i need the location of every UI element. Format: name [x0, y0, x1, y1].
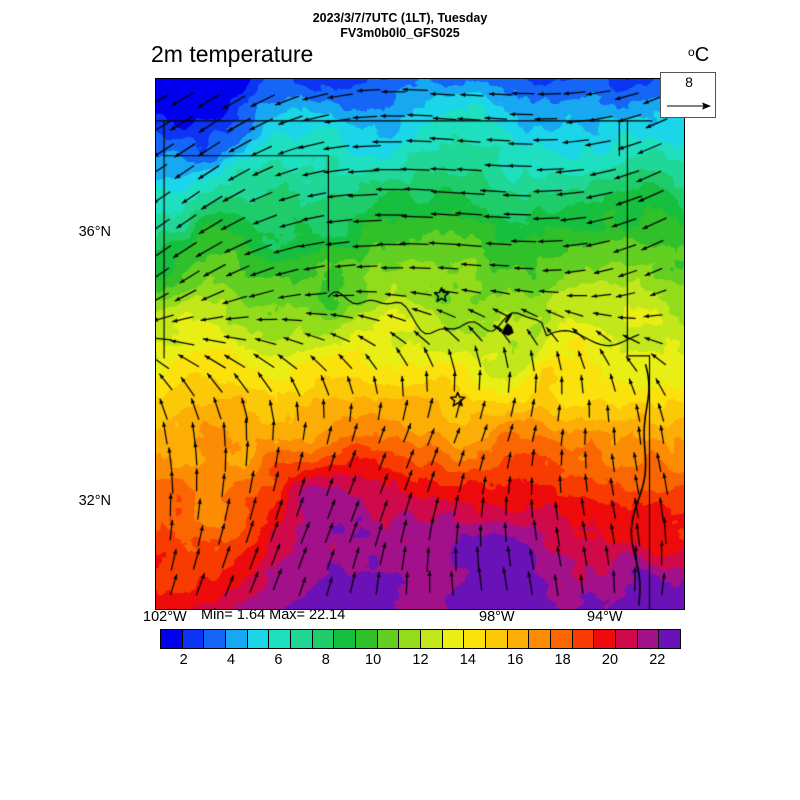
- lon-label-98w: 98°W: [479, 609, 515, 625]
- lat-label-36n: 36°N: [78, 224, 111, 240]
- colorbar-swatch: [334, 630, 357, 648]
- wind-reference-arrow-icon: [667, 102, 711, 110]
- colorbar-swatch: [204, 630, 227, 648]
- colorbar-tick-label: 8: [321, 652, 330, 668]
- colorbar-swatch: [291, 630, 313, 648]
- lat-label-32n: 32°N: [78, 493, 111, 509]
- lon-label-94w: 94°W: [587, 609, 623, 625]
- wind-reference-legend: 8: [660, 72, 716, 118]
- chart-title-block: 2023/3/7/7UTC (1LT), Tuesday FV3m0b0l0_G…: [0, 11, 800, 40]
- colorbar-tick-label: 14: [459, 652, 476, 668]
- colorbar-swatch: [572, 630, 595, 648]
- colorbar-tick-label: 16: [507, 652, 524, 668]
- colorbar-swatch: [312, 630, 335, 648]
- colorbar-tick-label: 2: [179, 652, 188, 668]
- colorbar-swatch: [637, 630, 660, 648]
- colorbar-tick-label: 4: [226, 652, 236, 668]
- title-datetime: 2023/3/7/7UTC (1LT), Tuesday: [312, 11, 488, 25]
- colorbar-tick-label: 18: [554, 652, 571, 668]
- wind-reference-value: 8: [685, 74, 693, 90]
- colorbar-swatch: [399, 630, 422, 648]
- colorbar-swatch: [442, 630, 465, 648]
- colorbar-swatch: [594, 630, 617, 648]
- colorbar-swatch: [377, 630, 400, 648]
- colorbar-swatch: [247, 630, 270, 648]
- lon-label-102w: 102°W: [143, 609, 187, 625]
- map-plot-area: [155, 78, 685, 610]
- colorbar-swatch: [551, 630, 573, 648]
- degree-glyph: o: [688, 45, 695, 59]
- colorbar-tick-label: 20: [601, 652, 619, 668]
- wind-and-border-overlay-canvas: [156, 79, 684, 609]
- unit-label: oC: [688, 40, 709, 67]
- colorbar-swatch: [182, 630, 205, 648]
- colorbar-swatch: [421, 630, 443, 648]
- unit-letter: C: [694, 44, 710, 66]
- colorbar-swatch: [356, 630, 378, 648]
- colorbar-swatch: [464, 630, 487, 648]
- colorbar-tick-labels: 2 4 6 8 10 12 14 16 18 20 22: [160, 651, 681, 671]
- colorbar: 2 4 6 8 10 12 14 16 18 20 22: [160, 629, 681, 668]
- colorbar-swatch: [616, 630, 638, 648]
- min-max-statistics: Min= 1.64 Max= 22.14: [201, 607, 346, 623]
- colorbar-swatch: [507, 630, 530, 648]
- colorbar-swatch: [486, 630, 508, 648]
- colorbar-tick-label: 22: [649, 652, 666, 668]
- colorbar-swatch: [226, 630, 248, 648]
- colorbar-swatch: [161, 630, 183, 648]
- colorbar-tick-label: 6: [274, 652, 283, 668]
- colorbar-swatch: [659, 630, 681, 648]
- colorbar-swatch: [529, 630, 552, 648]
- colorbar-swatch: [269, 630, 292, 648]
- variable-title: 2m temperature: [151, 41, 314, 67]
- colorbar-tick-label: 12: [412, 652, 429, 668]
- colorbar-tick-label: 10: [365, 652, 382, 668]
- title-model-id: FV3m0b0l0_GFS025: [340, 25, 460, 40]
- colorbar-swatches: [160, 629, 681, 649]
